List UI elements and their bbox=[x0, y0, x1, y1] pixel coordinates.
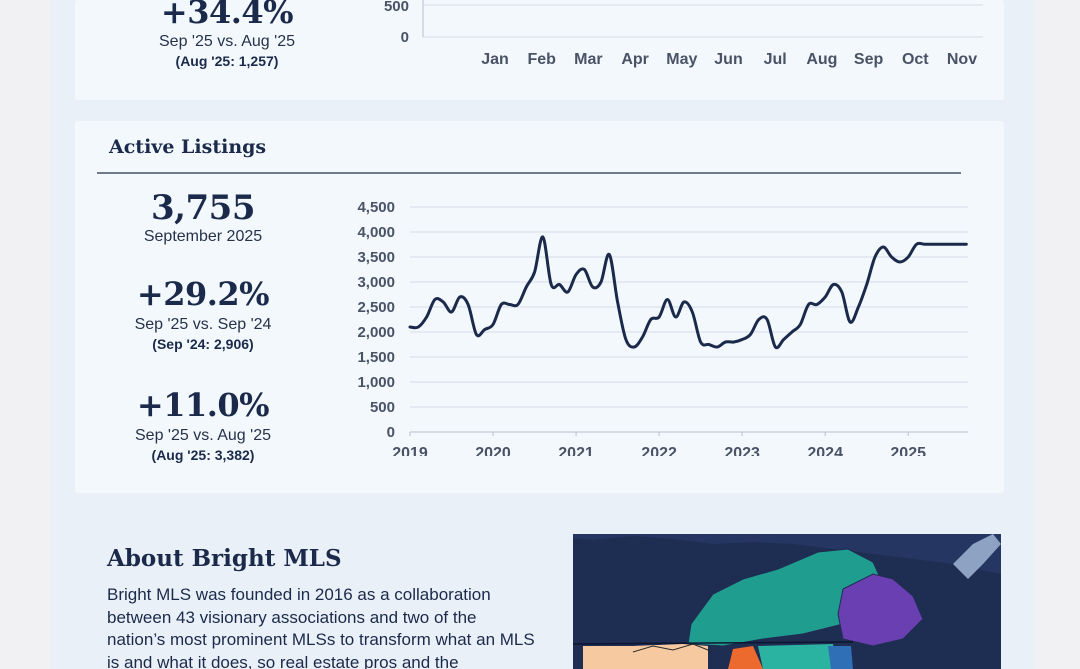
service-area-map bbox=[573, 534, 1001, 669]
active-listings-line-chart: 4,500 4,000 3,500 3,000 2,500 2,000 1,500 1,000… bbox=[357, 199, 968, 456]
current-value-block: 3,755 September 2025 bbox=[78, 189, 328, 247]
x-tick-label: 2020 bbox=[475, 445, 511, 456]
top-compare: Sep '25 vs. Aug '25 bbox=[159, 33, 295, 50]
month-label: Nov bbox=[947, 51, 977, 68]
month-label: Feb bbox=[527, 51, 556, 68]
y-tick-label: 3,500 bbox=[357, 249, 395, 266]
mom-prior: (Aug '25: 3,382) bbox=[151, 447, 255, 463]
mom-block: +11.0% Sep '25 vs. Aug '25 (Aug '25: 3,3… bbox=[78, 387, 328, 465]
section-divider bbox=[97, 172, 961, 174]
x-tick-label: 2019 bbox=[392, 445, 428, 456]
about-text: Bright MLS was founded in 2016 as a coll… bbox=[107, 585, 535, 669]
top-bar-chart: 500 0 JanFebMarAprMayJunJulAugSepOctNovD… bbox=[384, 0, 983, 68]
month-label: Aug bbox=[806, 51, 837, 68]
month-label: Jan bbox=[481, 51, 509, 68]
y-tick-label: 500 bbox=[370, 399, 395, 416]
month-label: Apr bbox=[621, 51, 649, 68]
active-listings-value: 3,755 bbox=[151, 188, 255, 228]
yoy-compare: Sep '25 vs. Sep '24 bbox=[134, 316, 272, 333]
top-ytick-0: 0 bbox=[401, 29, 409, 46]
top-stats-card: +34.4% Sep '25 vs. Aug '25 (Aug '25: 1,2… bbox=[75, 0, 1004, 100]
y-tick-label: 4,000 bbox=[357, 224, 395, 241]
about-title: About Bright MLS bbox=[107, 545, 342, 572]
month-label: Jul bbox=[764, 51, 787, 68]
x-tick-label: 2022 bbox=[641, 445, 677, 456]
mom-percent: +11.0% bbox=[136, 386, 270, 424]
y-tick-label: 2,000 bbox=[357, 324, 395, 341]
yoy-prior: (Sep '24: 2,906) bbox=[152, 336, 254, 352]
y-tick-label: 3,000 bbox=[357, 274, 395, 291]
month-label: Jun bbox=[714, 51, 742, 68]
active-listings-period: September 2025 bbox=[143, 228, 263, 245]
page-gutter-left bbox=[0, 0, 50, 669]
y-tick-label: 2,500 bbox=[357, 299, 395, 316]
x-tick-label: 2021 bbox=[558, 445, 594, 456]
top-stat-block: +34.4% Sep '25 vs. Aug '25 (Aug '25: 1,2… bbox=[102, 0, 352, 71]
x-tick-label: 2025 bbox=[890, 445, 926, 456]
yoy-block: +29.2% Sep '25 vs. Sep '24 (Sep '24: 2,9… bbox=[78, 276, 328, 354]
y-tick-label: 4,500 bbox=[357, 199, 395, 216]
section-title: Active Listings bbox=[109, 136, 267, 158]
mom-compare: Sep '25 vs. Aug '25 bbox=[135, 427, 271, 444]
x-tick-label: 2024 bbox=[807, 445, 843, 456]
x-tick-label: 2023 bbox=[724, 445, 760, 456]
page-gutter-right bbox=[1034, 0, 1080, 669]
report-page: +34.4% Sep '25 vs. Aug '25 (Aug '25: 1,2… bbox=[50, 0, 1034, 669]
top-prior: (Aug '25: 1,257) bbox=[175, 53, 279, 69]
month-label: Oct bbox=[902, 51, 929, 68]
active-listings-card: Active Listings 3,755 September 2025 +29… bbox=[75, 121, 1004, 493]
y-tick-label: 1,000 bbox=[357, 374, 395, 391]
top-percent: +34.4% bbox=[160, 0, 294, 31]
yoy-percent: +29.2% bbox=[136, 275, 270, 313]
month-label: May bbox=[666, 51, 697, 68]
active-listings-series-line bbox=[408, 235, 968, 350]
y-tick-label: 1,500 bbox=[357, 349, 395, 366]
month-label: Mar bbox=[574, 51, 602, 68]
month-label: Sep bbox=[854, 51, 884, 68]
top-ytick-500: 500 bbox=[384, 0, 409, 15]
y-tick-label: 0 bbox=[387, 424, 395, 441]
